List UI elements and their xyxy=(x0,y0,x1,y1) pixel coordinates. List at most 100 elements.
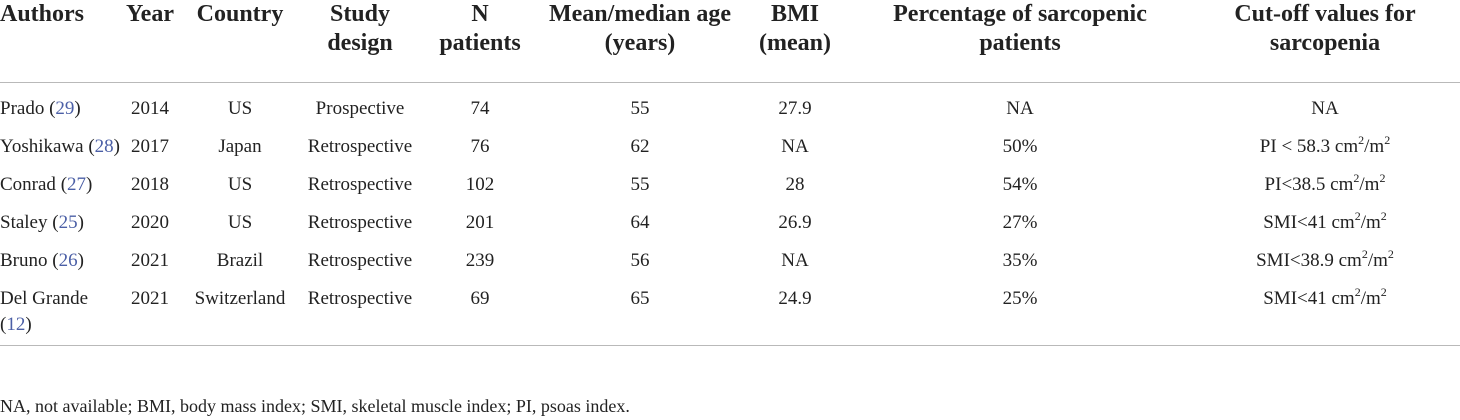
cell-n-patients: 74 xyxy=(470,98,490,119)
cell-author: Del Grande (12) xyxy=(0,275,120,346)
cell-percentage: 25% xyxy=(850,275,1190,346)
cutoff-superscript: 2 xyxy=(1361,246,1368,261)
cutoff-value: SMI<41 cm xyxy=(1263,288,1355,309)
cell-author: Bruno (26) xyxy=(0,250,84,271)
header-line: Year xyxy=(126,1,174,27)
cell-age: 62 xyxy=(630,136,650,157)
cell-age: 65 xyxy=(540,275,740,346)
cutoff-superscript: 2 xyxy=(1358,132,1365,147)
header-country: Country xyxy=(180,0,300,83)
cell-bmi: 28 xyxy=(785,174,805,195)
cell-design: Retrospective xyxy=(307,250,413,271)
cell-country: Switzerland xyxy=(180,275,300,346)
cutoff-unit: /m xyxy=(1360,288,1381,309)
cutoff-value: NA xyxy=(1311,98,1339,119)
cutoff-superscript: 2 xyxy=(1384,132,1391,147)
cell-author: Staley (25) xyxy=(0,212,84,233)
author-name: Bruno xyxy=(0,250,48,271)
cell-cutoff: PI<38.5 cm2/m2 xyxy=(1190,161,1460,199)
cell-cutoff: SMI<41 cm2/m2 xyxy=(1190,275,1460,346)
cell-cutoff: SMI<38.9 cm2/m2 xyxy=(1190,237,1460,275)
cell-bmi: NA xyxy=(781,136,809,157)
header-year: Year xyxy=(120,0,180,83)
cell-cutoff: PI < 58.3 cm2/m2 xyxy=(1190,123,1460,161)
cell-percentage: 54% xyxy=(1002,174,1038,195)
cell-percentage: NA xyxy=(1006,98,1034,119)
header-line: Mean/median age xyxy=(549,1,731,27)
header-line: (years) xyxy=(604,30,676,56)
header-line: patients xyxy=(979,30,1061,56)
reference-link[interactable]: 27 xyxy=(67,174,87,195)
header-line: patients xyxy=(439,30,521,56)
reference-link[interactable]: 28 xyxy=(94,136,114,157)
author-name: Del Grande xyxy=(0,288,89,309)
header-line: Country xyxy=(196,1,284,27)
cell-country: Brazil xyxy=(216,250,264,271)
cell-author: Yoshikawa (28) xyxy=(0,136,120,157)
table-footnote: NA, not available; BMI, body mass index;… xyxy=(0,396,630,416)
cutoff-unit: /m xyxy=(1360,212,1381,233)
cell-age: 55 xyxy=(630,98,650,119)
cell-year: 2017 xyxy=(131,136,169,157)
cell-cutoff: SMI<41 cm2/m2 xyxy=(1190,199,1460,237)
cell-age: 55 xyxy=(630,174,650,195)
header-line: Cut-off values for xyxy=(1234,1,1416,27)
cell-year: 2021 xyxy=(131,250,169,271)
cell-bmi: 26.9 xyxy=(778,212,812,233)
cell-n-patients: 69 xyxy=(420,275,540,346)
cell-year: 2021 xyxy=(120,275,180,346)
header-line: Authors xyxy=(0,1,85,27)
table-row: Bruno (26) 2021 Brazil Retrospective 239 56 NA… xyxy=(0,237,1460,275)
author-name: Staley xyxy=(0,212,48,233)
cell-year: 2018 xyxy=(131,174,169,195)
cell-bmi: 24.9 xyxy=(740,275,850,346)
cutoff-superscript: 2 xyxy=(1380,208,1387,223)
reference-link[interactable]: 26 xyxy=(58,250,78,271)
author-name: Conrad xyxy=(0,174,56,195)
header-line: design xyxy=(327,30,393,56)
cell-bmi: 27.9 xyxy=(778,98,812,119)
cutoff-superscript: 2 xyxy=(1354,284,1361,299)
header-bmi: BMI (mean) xyxy=(740,0,850,83)
table-row: Del Grande (12) 2021 Switzerland Retrospect… xyxy=(0,275,1460,346)
cutoff-superscript: 2 xyxy=(1353,170,1360,185)
cell-author: Prado (29) xyxy=(0,98,81,119)
cell-percentage: 50% xyxy=(1002,136,1038,157)
reference-link[interactable]: 25 xyxy=(58,212,78,233)
cell-cutoff: NA xyxy=(1190,83,1460,124)
cell-country: US xyxy=(227,212,253,233)
cutoff-superscript: 2 xyxy=(1379,170,1386,185)
cell-n-patients: 239 xyxy=(465,250,495,271)
cell-country: Japan xyxy=(218,136,262,157)
cell-bmi: NA xyxy=(781,250,809,271)
cutoff-unit: /m xyxy=(1364,136,1385,157)
cell-design: Prospective xyxy=(315,98,405,119)
cell-n-patients: 76 xyxy=(470,136,490,157)
cell-design: Retrospective xyxy=(307,136,413,157)
reference-link[interactable]: 29 xyxy=(55,98,75,119)
header-study-design: Study design xyxy=(300,0,420,83)
cell-percentage: 27% xyxy=(1002,212,1038,233)
cell-design: Retrospective xyxy=(307,212,413,233)
header-line: N xyxy=(471,1,489,27)
cutoff-unit: /m xyxy=(1359,174,1380,195)
cutoff-unit: /m xyxy=(1367,250,1388,271)
header-line: BMI xyxy=(771,1,819,27)
header-authors: Authors xyxy=(0,0,120,83)
author-name: Yoshikawa xyxy=(0,136,84,157)
cell-age: 64 xyxy=(630,212,650,233)
table-row: Conrad (27) 2018 US Retrospective 102 55 28 54%… xyxy=(0,161,1460,199)
cutoff-value: SMI<41 cm xyxy=(1263,212,1355,233)
header-line: Percentage of sarcopenic xyxy=(893,1,1147,27)
table-body: Prado (29) 2014 US Prospective 74 55 27.9 NA NA Y… xyxy=(0,83,1460,346)
cell-year: 2014 xyxy=(131,98,169,119)
header-percentage-sarcopenic: Percentage of sarcopenic patients xyxy=(850,0,1190,83)
reference-link[interactable]: 12 xyxy=(6,314,26,335)
cell-percentage: 35% xyxy=(1002,250,1038,271)
cutoff-superscript: 2 xyxy=(1354,208,1361,223)
table-row: Staley (25) 2020 US Retrospective 201 64 26.9 2… xyxy=(0,199,1460,237)
cell-author: Conrad (27) xyxy=(0,174,93,195)
